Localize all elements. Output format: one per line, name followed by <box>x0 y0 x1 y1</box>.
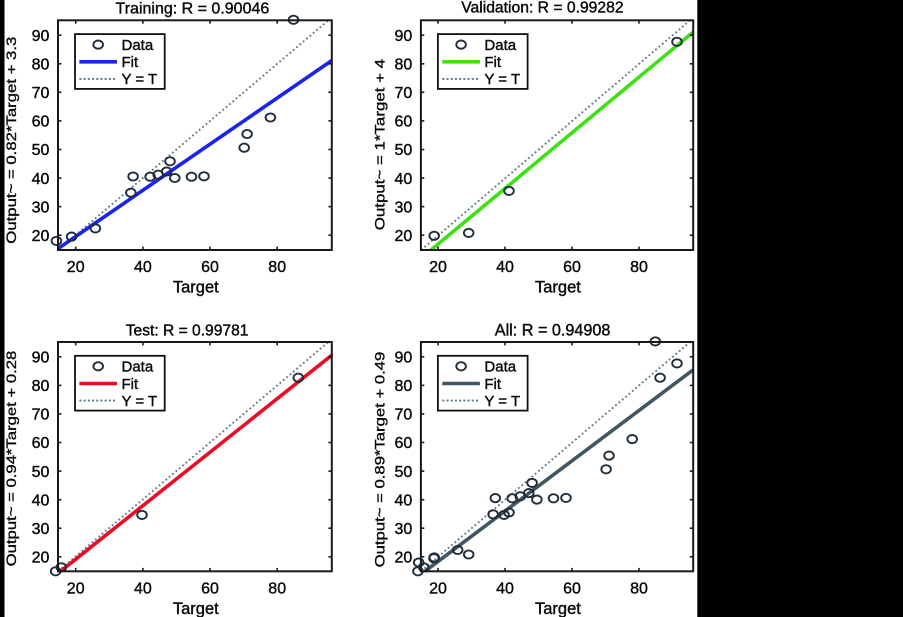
svg-text:20: 20 <box>67 580 85 597</box>
svg-text:Y = T: Y = T <box>122 393 158 410</box>
svg-text:20: 20 <box>32 550 50 567</box>
svg-text:Test: R = 0.99781: Test: R = 0.99781 <box>126 322 249 339</box>
svg-text:80: 80 <box>32 57 50 74</box>
svg-text:20: 20 <box>67 259 85 276</box>
svg-text:60: 60 <box>201 580 219 597</box>
svg-text:40: 40 <box>134 580 152 597</box>
svg-text:70: 70 <box>32 85 50 102</box>
svg-text:Data: Data <box>122 37 154 54</box>
svg-text:Y = T: Y = T <box>122 71 158 88</box>
svg-text:90: 90 <box>32 350 50 367</box>
svg-text:60: 60 <box>563 259 581 276</box>
svg-text:50: 50 <box>32 464 50 481</box>
svg-text:80: 80 <box>395 57 413 74</box>
svg-text:90: 90 <box>395 350 413 367</box>
svg-text:Target: Target <box>173 600 219 617</box>
svg-text:70: 70 <box>395 407 413 424</box>
svg-text:60: 60 <box>395 114 413 131</box>
svg-text:Y = T: Y = T <box>484 393 520 410</box>
svg-text:80: 80 <box>630 259 648 276</box>
svg-text:20: 20 <box>32 228 50 245</box>
svg-text:60: 60 <box>201 259 219 276</box>
svg-text:Fit: Fit <box>122 54 139 71</box>
svg-text:60: 60 <box>32 114 50 131</box>
svg-text:Output~ = 0.82*Target + 3.3: Output~ = 0.82*Target + 3.3 <box>4 37 19 244</box>
svg-text:20: 20 <box>429 580 447 597</box>
svg-text:Output~ = 1*Target + 4: Output~ = 1*Target + 4 <box>372 59 387 231</box>
svg-text:30: 30 <box>32 199 50 216</box>
svg-text:40: 40 <box>395 171 413 188</box>
svg-text:80: 80 <box>32 378 50 395</box>
svg-text:80: 80 <box>268 580 286 597</box>
svg-text:Data: Data <box>484 37 516 54</box>
svg-text:60: 60 <box>32 435 50 452</box>
svg-text:60: 60 <box>395 435 413 452</box>
svg-text:40: 40 <box>496 259 514 276</box>
svg-text:50: 50 <box>395 142 413 159</box>
svg-text:Fit: Fit <box>484 54 501 71</box>
svg-text:40: 40 <box>496 580 514 597</box>
svg-text:Y = T: Y = T <box>484 71 520 88</box>
svg-text:30: 30 <box>32 521 50 538</box>
svg-text:40: 40 <box>32 492 50 509</box>
svg-text:Fit: Fit <box>484 376 501 393</box>
svg-text:90: 90 <box>32 28 50 45</box>
svg-text:80: 80 <box>268 259 286 276</box>
svg-text:Target: Target <box>173 279 219 297</box>
svg-text:50: 50 <box>395 464 413 481</box>
svg-text:Data: Data <box>122 359 154 376</box>
svg-text:40: 40 <box>134 259 152 276</box>
svg-text:Target: Target <box>535 279 581 297</box>
svg-text:All: R = 0.94908: All: R = 0.94908 <box>495 321 611 339</box>
svg-text:80: 80 <box>395 378 413 395</box>
svg-text:60: 60 <box>563 580 581 597</box>
svg-text:80: 80 <box>630 580 648 597</box>
svg-text:30: 30 <box>395 199 413 216</box>
svg-text:30: 30 <box>395 521 413 538</box>
svg-text:40: 40 <box>32 171 50 188</box>
svg-text:Target: Target <box>535 600 581 617</box>
svg-text:20: 20 <box>395 228 413 245</box>
svg-text:70: 70 <box>32 407 50 424</box>
svg-text:Output~ = 0.89*Target + 0.49: Output~ = 0.89*Target + 0.49 <box>372 352 387 568</box>
svg-text:Training: R = 0.90046: Training: R = 0.90046 <box>116 1 270 18</box>
svg-text:20: 20 <box>395 550 413 567</box>
svg-text:Output~ = 0.94*Target + 0.28: Output~ = 0.94*Target + 0.28 <box>4 351 19 567</box>
svg-text:90: 90 <box>395 28 413 45</box>
svg-text:20: 20 <box>429 259 447 276</box>
svg-text:40: 40 <box>395 492 413 509</box>
svg-text:Data: Data <box>484 359 516 376</box>
svg-text:Validation: R = 0.99282: Validation: R = 0.99282 <box>461 0 623 16</box>
svg-text:Fit: Fit <box>122 376 139 393</box>
svg-text:50: 50 <box>32 142 50 159</box>
svg-text:70: 70 <box>395 85 413 102</box>
